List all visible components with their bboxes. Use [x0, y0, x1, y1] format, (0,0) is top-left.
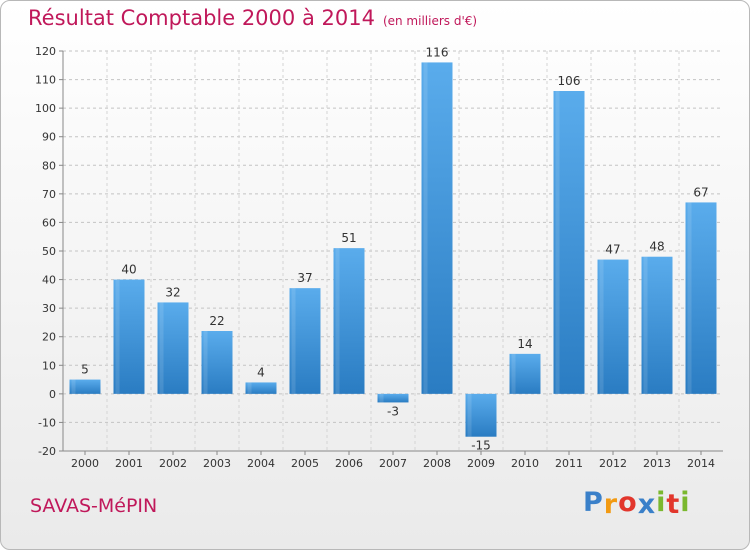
y-tick-label: 20	[42, 331, 56, 344]
bar-highlight	[71, 379, 76, 394]
proxiti-logo[interactable]: Proxiti	[583, 487, 691, 520]
data-label: 67	[693, 185, 708, 199]
y-tick-label: 100	[35, 102, 56, 115]
axes: -20 -10 0 10 20 30 40 50 60 70 80 90 100 110 120 2000 20…	[35, 45, 723, 470]
x-tick-label: 2013	[643, 457, 671, 470]
bar	[289, 288, 321, 394]
y-tick-label: 60	[42, 216, 56, 229]
y-tick-label: 30	[42, 302, 56, 315]
y-tick-label: -10	[38, 416, 56, 429]
y-tick-label: 80	[42, 159, 56, 172]
data-label: 4	[257, 365, 265, 379]
bar-highlight	[467, 393, 472, 437]
x-tick-label: 2007	[379, 457, 407, 470]
y-tick-label: 40	[42, 274, 56, 287]
bar-highlight	[159, 302, 164, 394]
logo-letter: x	[637, 489, 657, 520]
data-label: 116	[426, 45, 449, 59]
bar	[685, 202, 717, 394]
bar	[553, 91, 585, 394]
data-label: 37	[297, 271, 312, 285]
y-tick-label: 50	[42, 245, 56, 258]
y-tick-label: 10	[42, 359, 56, 372]
x-tick-label: 2009	[467, 457, 495, 470]
x-tick-label: 2012	[599, 457, 627, 470]
x-tick-label: 2001	[115, 457, 143, 470]
logo-letter: o	[618, 487, 638, 518]
bar	[113, 279, 145, 394]
y-tick-label: 90	[42, 131, 56, 144]
bar-highlight	[599, 259, 604, 394]
y-tick-label: -20	[38, 445, 56, 458]
data-label: 40	[121, 263, 136, 277]
bar-highlight	[423, 62, 428, 394]
logo-letter: i	[656, 487, 667, 518]
x-tick-label: 2006	[335, 457, 363, 470]
bars	[69, 62, 717, 437]
data-label: -15	[471, 439, 491, 453]
y-tick-label: 0	[49, 388, 56, 401]
y-tick-label: 70	[42, 188, 56, 201]
data-label: -3	[387, 404, 399, 418]
x-tick-label: 2000	[71, 457, 99, 470]
bar-highlight	[247, 382, 252, 394]
bar-highlight	[203, 331, 208, 394]
x-tick-label: 2008	[423, 457, 451, 470]
chart-title-unit: (en milliers d'€)	[382, 14, 478, 28]
logo-letter: P	[583, 487, 604, 518]
x-tick-label: 2010	[511, 457, 539, 470]
bar	[465, 393, 497, 437]
bar	[69, 379, 101, 394]
bar	[377, 393, 409, 403]
bar-highlight	[555, 91, 560, 394]
data-label: 5	[81, 363, 89, 377]
x-tick-label: 2004	[247, 457, 275, 470]
logo-letter: r	[603, 489, 619, 520]
y-tick-label: 110	[35, 74, 56, 87]
x-tick-label: 2003	[203, 457, 231, 470]
logo-letter: t	[666, 489, 681, 520]
data-label: 47	[605, 243, 620, 257]
bar-highlight	[335, 248, 340, 394]
bar	[641, 256, 673, 394]
data-label: 22	[209, 314, 224, 328]
bar	[245, 382, 277, 394]
bar	[157, 302, 189, 394]
x-tick-label: 2005	[291, 457, 319, 470]
bar-highlight	[643, 256, 648, 394]
x-tick-label: 2011	[555, 457, 583, 470]
chart-title-main: Résultat Comptable 2000 à 2014	[28, 6, 375, 30]
commune-name: SAVAS-MéPIN	[30, 495, 158, 517]
bar	[201, 331, 233, 394]
data-label: 32	[165, 285, 180, 299]
logo-letter: i	[680, 487, 691, 518]
bar	[333, 248, 365, 394]
data-label: 48	[649, 240, 664, 254]
y-tick-label: 120	[35, 45, 56, 58]
labels: 5 40 32 22 4 37 51 -3 116 -15 14 106 47 48 67	[81, 45, 708, 452]
bar	[597, 259, 629, 394]
bar-highlight	[115, 279, 120, 394]
bar	[509, 353, 541, 394]
data-label: 51	[341, 231, 356, 245]
x-tick-label: 2002	[159, 457, 187, 470]
data-label: 14	[517, 337, 532, 351]
bar-highlight	[379, 393, 384, 403]
data-label: 106	[558, 74, 581, 88]
bar-highlight	[511, 353, 516, 394]
chart-title: Résultat Comptable 2000 à 2014 (en millie…	[28, 6, 477, 30]
bar-highlight	[687, 202, 692, 394]
bar	[421, 62, 453, 394]
bar-highlight	[291, 288, 296, 394]
x-tick-label: 2014	[687, 457, 715, 470]
